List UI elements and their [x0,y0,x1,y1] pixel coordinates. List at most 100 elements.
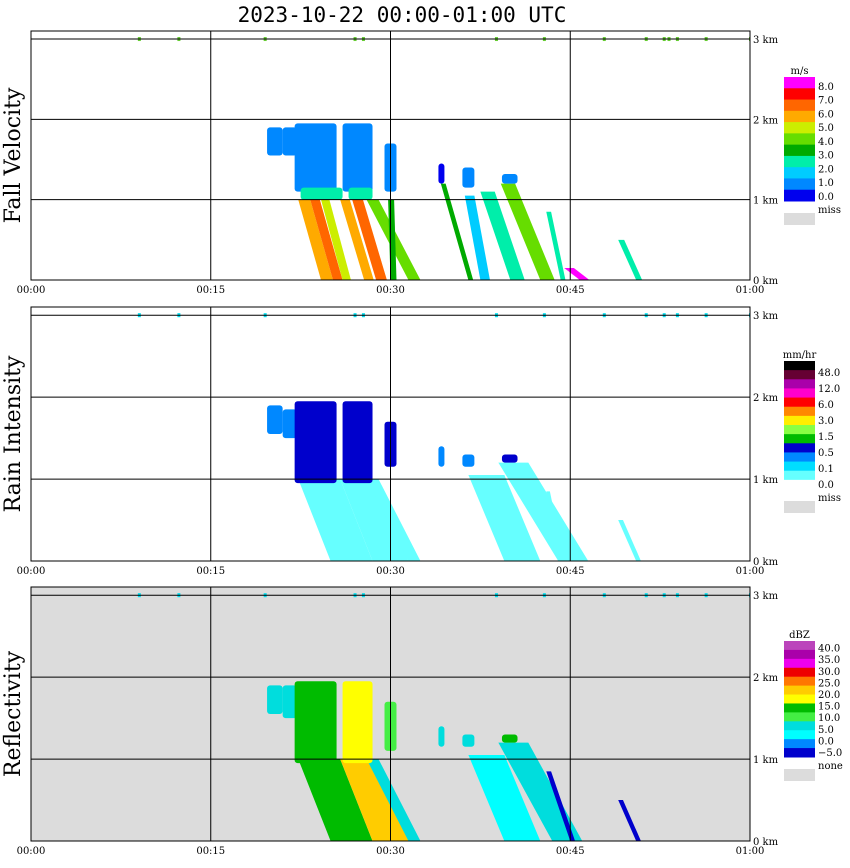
echo-streak [618,800,641,841]
colorbar-swatch [784,370,815,380]
echo-cell [501,734,518,743]
x-tick-label: 00:00 [17,566,46,577]
y-tick-label: 0 km [753,837,779,848]
y-tick-label: 1 km [753,755,779,766]
echo-cell [294,123,337,192]
echo-cell [462,454,475,467]
colorbar-swatch [784,443,815,453]
colorbar-label: 4.0 [818,137,834,148]
x-tick-label: 00:15 [196,285,225,296]
colorbar-swatch [784,122,815,134]
colorbar-label: 3.0 [818,416,834,427]
plot-frame [30,30,751,281]
colorbar-swatch [784,649,815,660]
colorbar-label: 25.0 [818,678,840,689]
colorbar-swatch [784,721,815,731]
colorbar-swatch [784,748,815,758]
echo-streak [320,199,351,280]
echo-cell [342,401,373,484]
echo-streak [352,199,387,280]
echo-streak [468,754,541,841]
echo-streak [480,191,525,280]
colorbar-swatch [784,178,815,191]
y-axis-label: Fall Velocity [1,87,26,223]
echo-streak [366,759,421,841]
colorbar-swatch [784,415,815,426]
colorbar-swatch [784,361,815,371]
x-tick-label: 00:30 [376,566,405,577]
colorbar-missing-label: miss [818,493,841,504]
colorbar-missing-label: miss [818,205,841,216]
colorbar-label: 48.0 [818,368,840,379]
colorbar-label: 1.0 [818,178,834,189]
x-tick-label: 01:00 [736,285,765,296]
echo-cell [282,127,298,156]
echo-streak [464,195,490,280]
colorbar-swatch [784,452,815,463]
echo-cell [462,167,475,188]
echo-streak [498,742,583,841]
echo-streak [546,491,565,561]
echo-cell [267,127,283,156]
echo-streak [340,479,409,561]
colorbar-swatch [784,694,815,704]
colorbar-unit: m/s [791,66,809,77]
echo-cell [438,163,445,184]
colorbar-label: 10.0 [818,713,840,724]
colorbar-swatch [784,685,815,696]
plot-frame [30,306,751,562]
echo-cell [267,685,283,714]
echo-streak [298,479,373,561]
colorbar-label: 0.5 [818,448,834,459]
x-tick-label: 01:00 [736,846,765,857]
echo-streak [298,759,373,841]
x-tick-label: 00:45 [556,285,585,296]
y-tick-label: 3 km [753,35,779,46]
x-tick-label: 00:30 [376,846,405,857]
colorbar-label: 5.0 [818,725,834,736]
colorbar-swatch [784,434,815,444]
y-tick-label: 2 km [753,673,779,684]
colorbar-label: 1.5 [818,432,834,443]
y-axis-label: Reflectivity [1,650,26,777]
colorbar-swatch [784,479,815,490]
colorbar-swatch [784,388,815,399]
colorbar-label: 20.0 [818,690,840,701]
colorbar-swatch [784,379,815,389]
colorbar-label: 2.0 [818,164,834,175]
colorbar-swatch [784,144,815,157]
colorbar-missing-label: none [818,761,843,772]
echo-cell [267,405,283,434]
x-tick-label: 00:15 [196,846,225,857]
echo-cell [438,726,445,747]
colorbar-swatch [784,703,815,713]
x-tick-label: 00:45 [556,566,585,577]
figure-title: 2023-10-22 00:00-01:00 UTC [238,3,567,27]
data-layer [137,593,750,841]
reflectivity-panel: 00:00 00:15 00:30 00:45 01:000 km 1 km 2 km 3 k… [1,586,843,857]
colorbar-missing-swatch [784,769,815,781]
echo-cell [282,409,298,439]
y-tick-label: 1 km [753,475,779,486]
echo-cell [348,187,373,200]
colorbar-swatch [784,730,815,740]
colorbar-swatch [784,167,815,179]
colorbar-label: 35.0 [818,655,840,666]
colorbar-swatch [784,658,815,669]
echo-streak [546,771,576,841]
colorbar-missing-swatch [784,213,815,225]
colorbar-swatch [784,739,815,749]
colorbar-swatch [784,155,815,168]
colorbar-label: 0.0 [818,192,834,203]
echo-streak [366,479,421,561]
x-tick-label: 00:45 [556,846,585,857]
fall-velocity-panel: 00:00 00:15 00:30 00:45 01:000 km 1 km 2 km 3 k… [1,30,841,296]
echo-streak [468,474,541,561]
colorbar-label: 6.0 [818,400,834,411]
colorbar-label: 0.0 [818,736,834,747]
colorbar-unit: dBZ [789,630,810,641]
y-tick-label: 0 km [753,557,779,568]
colorbar-swatch [784,712,815,722]
colorbar-label: 8.0 [818,82,834,93]
echo-streak [340,199,374,280]
